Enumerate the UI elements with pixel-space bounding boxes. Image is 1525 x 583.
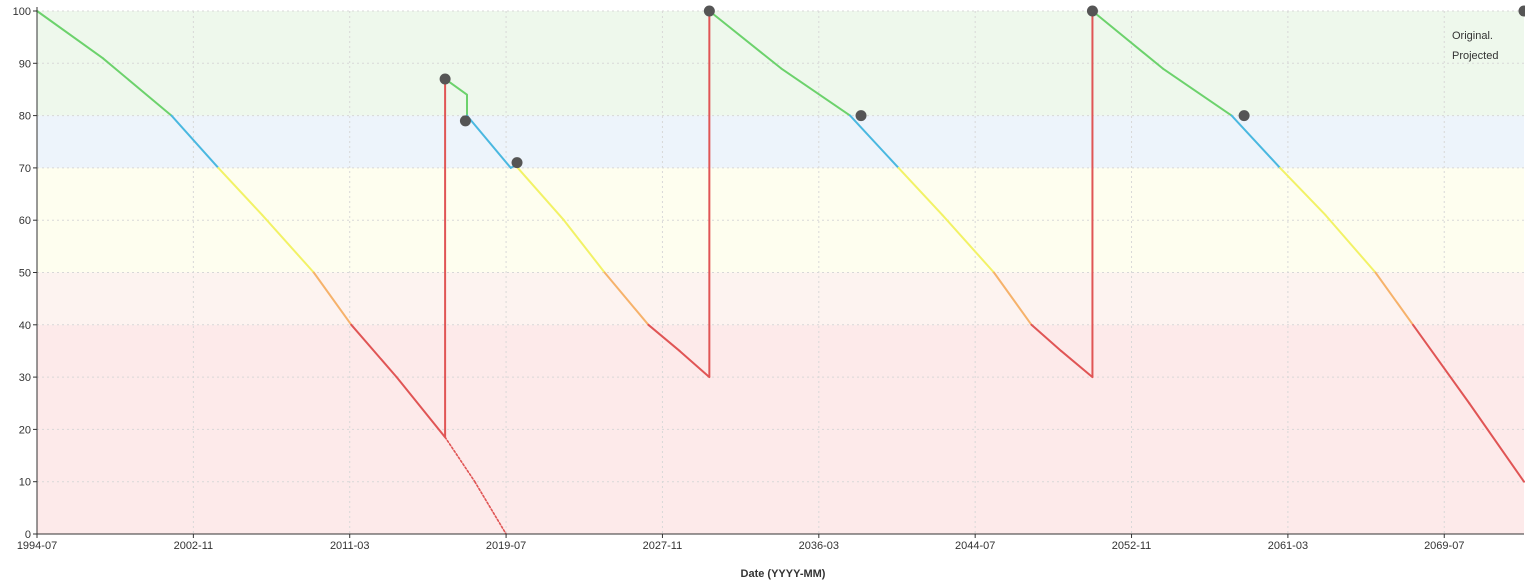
series-0-segment <box>1279 166 1327 216</box>
series-1-segment <box>444 436 476 483</box>
series-0-segment <box>897 166 944 216</box>
series-0-segment <box>261 213 315 274</box>
gridlines <box>36 10 1524 535</box>
marker-point <box>439 73 451 85</box>
y-tick-label: 40 <box>19 320 31 332</box>
band-0 <box>37 11 1524 116</box>
series-0-segment <box>101 57 173 117</box>
series-0-segment <box>603 271 650 326</box>
series-0-segment <box>36 10 104 60</box>
series-0-segment <box>350 323 398 379</box>
band-2 <box>37 167 1524 273</box>
y-tick-label: 10 <box>19 477 31 489</box>
series-0-segment <box>647 323 681 352</box>
legend: Original. Projected <box>1452 30 1498 62</box>
series-1-segment <box>474 480 507 535</box>
x-tick-label: 2027-11 <box>643 540 683 552</box>
marker-point <box>703 5 715 17</box>
series-0-segment <box>1161 67 1233 117</box>
x-tick-label: 2019-07 <box>486 540 526 552</box>
series-0-segment <box>678 349 711 379</box>
series-0-segment <box>1374 271 1414 326</box>
series-0-segment <box>941 213 995 274</box>
series-0-segment <box>1468 402 1525 483</box>
x-tick-label: 2069-07 <box>1424 540 1464 552</box>
x-tick-label: 2011-03 <box>330 540 370 552</box>
series-0-segment <box>1060 349 1094 379</box>
x-tick-label: 2052-11 <box>1112 540 1152 552</box>
x-tick-label: 2061-03 <box>1268 540 1308 552</box>
x-tick-label: 1994-07 <box>17 540 57 552</box>
series-0-segment <box>514 164 565 222</box>
x-tick-label: 2002-11 <box>174 540 214 552</box>
series-0-segment <box>1030 323 1063 352</box>
legend-entry-original: Original. <box>1452 30 1493 42</box>
series-0-segment <box>1324 213 1377 274</box>
series-0-segment <box>395 376 447 439</box>
marker-point <box>1238 110 1250 122</box>
band-4 <box>37 324 1524 534</box>
series-0-segment <box>1411 323 1471 405</box>
series-lines <box>36 10 1525 535</box>
milestone-markers <box>439 5 1525 169</box>
series-0-segment <box>780 67 852 117</box>
y-tick-label: 100 <box>13 6 31 18</box>
band-3 <box>37 272 1524 325</box>
marker-point <box>511 157 523 169</box>
y-tick-label: 50 <box>19 268 31 280</box>
series-0-segment <box>170 114 220 169</box>
marker-point <box>1518 5 1525 17</box>
series-0-segment <box>1091 10 1164 70</box>
axes: 0 10 20 30 40 50 60 70 80 90 100 1994-07 2002-11 2011… <box>13 6 1524 552</box>
marker-point <box>855 110 867 122</box>
marker-point <box>459 115 471 127</box>
series-0-segment <box>1230 114 1282 169</box>
x-axis-title: Date (YYYY-MM) <box>741 568 826 580</box>
y-tick-label: 70 <box>19 163 31 175</box>
series-0-segment <box>849 114 900 169</box>
x-tick-label: 2044-07 <box>955 540 995 552</box>
series-0-segment <box>708 10 783 70</box>
series-0-segment <box>312 271 353 326</box>
series-0-segment <box>217 166 264 216</box>
y-tick-label: 0 <box>25 529 31 541</box>
y-tick-label: 20 <box>19 424 31 436</box>
band-1 <box>37 115 1524 168</box>
series-0-segment <box>562 219 606 274</box>
x-tick-label: 2036-03 <box>799 540 839 552</box>
y-tick-label: 90 <box>19 58 31 70</box>
marker-point <box>1086 5 1098 17</box>
legend-entry-projected: Projected <box>1452 50 1498 62</box>
y-tick-label: 30 <box>19 372 31 384</box>
y-tick-label: 80 <box>19 111 31 123</box>
series-0-segment <box>992 271 1033 326</box>
level-bands <box>37 11 1524 534</box>
series-0-segment <box>465 114 512 169</box>
y-tick-label: 60 <box>19 215 31 227</box>
